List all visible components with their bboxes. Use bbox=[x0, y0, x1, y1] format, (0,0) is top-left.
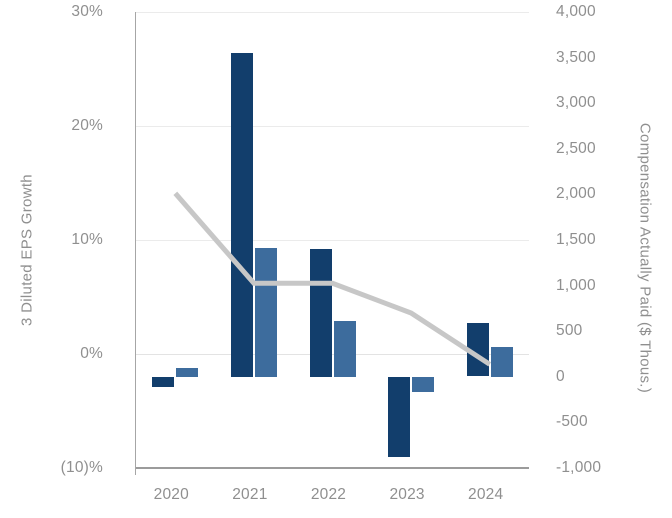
bar-light-2020 bbox=[176, 368, 198, 377]
bar-dark-2021 bbox=[231, 53, 253, 377]
left-axis-tick-label: 10% bbox=[71, 231, 103, 248]
right-axis-tick-label: 2,000 bbox=[556, 185, 596, 203]
bottom-axis-line bbox=[136, 467, 529, 469]
x-axis-tick-label: 2022 bbox=[310, 486, 347, 503]
right-axis-tick-label: 0 bbox=[556, 367, 565, 385]
left-axis-line bbox=[135, 12, 136, 475]
left-axis-title: 3 Diluted EPS Growth bbox=[18, 174, 36, 326]
right-axis-tick-label: 3,000 bbox=[556, 94, 596, 112]
left-axis-tick-label: 20% bbox=[71, 117, 103, 134]
gridline bbox=[136, 126, 529, 127]
right-axis-tick-label: 500 bbox=[556, 322, 583, 340]
x-axis-tick-label: 2023 bbox=[389, 486, 425, 503]
right-axis-tick-label: 2,500 bbox=[556, 139, 596, 157]
left-axis-tick-label: 30% bbox=[71, 3, 103, 20]
gridline bbox=[136, 12, 529, 13]
plot-area bbox=[135, 12, 529, 475]
right-axis-title: Compensation Actually Paid ($ Thous.) bbox=[636, 122, 654, 394]
eps-growth-trend-line bbox=[173, 191, 492, 367]
bar-dark-2020 bbox=[152, 377, 174, 387]
trend-line-layer bbox=[173, 191, 492, 367]
left-axis-tick-label: 0% bbox=[80, 345, 103, 362]
gridline bbox=[136, 354, 529, 355]
left-axis-tick-label: (10)% bbox=[60, 459, 103, 476]
bar-dark-2023 bbox=[388, 377, 410, 457]
right-axis-tick-label: 4,000 bbox=[556, 3, 596, 20]
right-axis-tick-label: 1,000 bbox=[556, 276, 596, 294]
bar-light-2021 bbox=[255, 248, 277, 377]
gridline bbox=[136, 240, 529, 241]
x-axis-tick-label: 2024 bbox=[468, 486, 504, 503]
right-axis-tick-label: 3,500 bbox=[556, 48, 596, 66]
x-axis-tick-label: 2020 bbox=[153, 486, 189, 503]
right-axis-tick-label: 1,500 bbox=[556, 231, 596, 248]
bar-light-2023 bbox=[412, 377, 434, 392]
right-axis-tick-label: -1,000 bbox=[556, 459, 602, 476]
right-axis-tick-label: -500 bbox=[556, 413, 588, 431]
bar-light-2024 bbox=[491, 347, 513, 377]
bar-light-2022 bbox=[334, 321, 356, 377]
x-axis-tick-label: 2021 bbox=[232, 486, 268, 503]
